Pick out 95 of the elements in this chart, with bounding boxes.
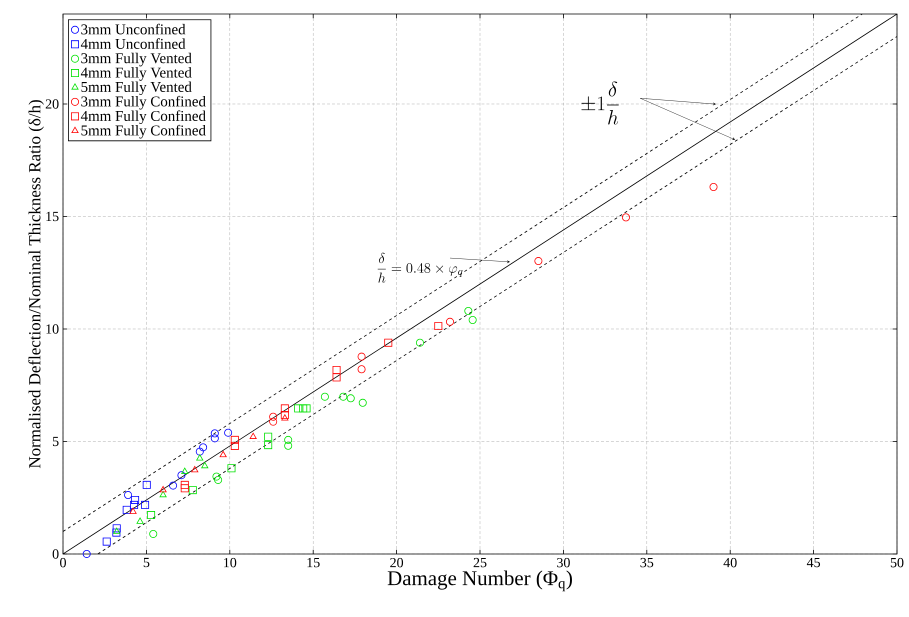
legend-label: 5mm Fully Confined	[81, 124, 206, 139]
annotation: $\pm 1\dfrac{\delta}{h}$	[581, 82, 619, 125]
point	[113, 528, 120, 534]
point	[130, 500, 138, 509]
point	[177, 471, 186, 480]
x-tick-label: 45	[806, 558, 820, 568]
x-tick-label: 25	[474, 558, 486, 568]
point	[201, 462, 208, 468]
x-axis-title: Damage Number (Φ$_{q}$)	[388, 570, 572, 592]
point	[149, 530, 158, 538]
point	[124, 491, 132, 500]
point	[196, 454, 204, 461]
y-tick-label: 15	[46, 212, 59, 222]
legend-label: 5mm Fully Vented	[81, 81, 192, 96]
point	[180, 484, 189, 492]
point	[224, 428, 232, 437]
point	[230, 436, 239, 444]
point	[416, 338, 424, 347]
y-tick-label: 20	[46, 99, 59, 109]
point	[196, 448, 204, 456]
point	[332, 373, 341, 382]
point	[358, 398, 367, 407]
point	[82, 550, 91, 558]
x-tick-label: 0	[60, 558, 66, 568]
y-tick-label: 10	[46, 324, 59, 334]
point	[264, 432, 272, 441]
point	[181, 468, 188, 474]
point	[169, 482, 178, 490]
point	[710, 183, 718, 192]
point	[250, 432, 257, 439]
point	[180, 480, 189, 489]
point	[269, 412, 278, 421]
point	[294, 404, 302, 412]
point	[280, 410, 289, 419]
point	[339, 392, 348, 401]
point	[358, 365, 366, 374]
legend-label: 4mm Fully Vented	[80, 67, 192, 81]
point	[302, 404, 311, 412]
point	[160, 486, 167, 492]
point	[214, 476, 222, 484]
legend-label: 3mm Fully Vented	[81, 52, 192, 66]
point	[147, 511, 156, 520]
annotation: $\dfrac{\delta}{h} = 0.48\times\varphi_{q}$	[378, 252, 463, 283]
point	[227, 464, 236, 472]
point	[112, 528, 120, 537]
point	[358, 352, 366, 361]
point	[346, 394, 355, 402]
point	[280, 404, 289, 412]
legend-label: 4mm Fully Confined	[80, 110, 206, 124]
point	[534, 257, 542, 266]
y-axis-title: Normalised Deflection/Nominal Thickness Ratio (δ/h)	[28, 100, 44, 468]
point	[622, 213, 630, 222]
y-tick-label: 5	[52, 436, 59, 446]
point	[199, 443, 208, 452]
point	[284, 436, 292, 444]
point	[468, 316, 477, 324]
legend-label: 3mm Fully Confined	[81, 96, 206, 110]
legend-label: 4mm Unconfined	[80, 38, 186, 49]
point	[130, 508, 137, 514]
legend-label: 3mm Unconfined	[81, 24, 186, 34]
point	[212, 472, 220, 481]
point	[102, 538, 111, 546]
x-tick-label: 5	[144, 558, 150, 568]
x-tick-label: 50	[890, 558, 904, 568]
point	[320, 392, 329, 401]
point	[188, 486, 197, 494]
point	[434, 322, 442, 330]
x-tick-label: 30	[557, 558, 570, 568]
point	[210, 429, 219, 438]
point	[141, 500, 150, 509]
point	[160, 491, 167, 498]
x-tick-label: 35	[640, 558, 654, 568]
point	[384, 338, 392, 347]
point	[131, 496, 140, 504]
point	[264, 441, 272, 450]
x-tick-label: 10	[224, 558, 236, 568]
point	[191, 466, 198, 472]
point	[284, 442, 292, 450]
point	[112, 524, 121, 532]
x-tick-label: 15	[307, 558, 320, 568]
point	[332, 366, 341, 374]
point	[210, 434, 219, 442]
point	[122, 506, 131, 514]
point	[230, 442, 239, 450]
point	[220, 450, 227, 458]
point	[281, 414, 288, 421]
point	[136, 518, 144, 524]
x-tick-label: 20	[390, 558, 404, 568]
point	[142, 480, 151, 489]
point	[269, 418, 278, 426]
x-tick-label: 40	[723, 558, 737, 568]
point	[446, 318, 454, 326]
point	[464, 306, 472, 315]
y-tick-label: 0	[52, 549, 59, 559]
point	[299, 404, 308, 412]
